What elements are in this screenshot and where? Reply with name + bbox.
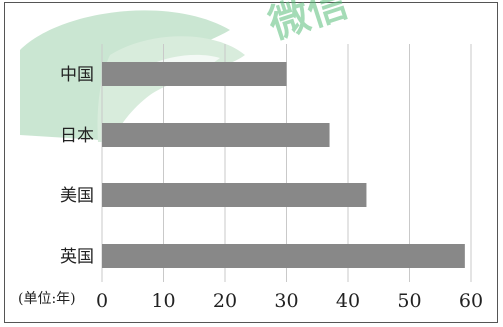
- bar-3: [102, 244, 465, 268]
- category-label-3: 英国: [60, 247, 94, 267]
- bar-2: [102, 183, 367, 207]
- x-tick-label-10: 10: [151, 290, 175, 312]
- category-label-0: 中国: [60, 65, 94, 85]
- bars: [102, 62, 465, 268]
- category-label-2: 美国: [60, 186, 94, 206]
- x-tick-label-30: 30: [274, 290, 298, 312]
- category-label-1: 日本: [60, 126, 94, 146]
- watermark-text: 微信: [262, 0, 353, 49]
- x-tick-label-60: 60: [459, 290, 483, 312]
- bar-0: [102, 62, 287, 86]
- x-tick-label-40: 40: [336, 290, 360, 312]
- x-tick-label-20: 20: [213, 290, 237, 312]
- x-tick-label-50: 50: [397, 290, 421, 312]
- x-tick-label-0: 0: [96, 290, 108, 312]
- bar-1: [102, 123, 330, 147]
- unit-label: (单位:年): [18, 291, 76, 307]
- x-tick-labels: 0 10 20 30 40 50 60: [96, 290, 483, 312]
